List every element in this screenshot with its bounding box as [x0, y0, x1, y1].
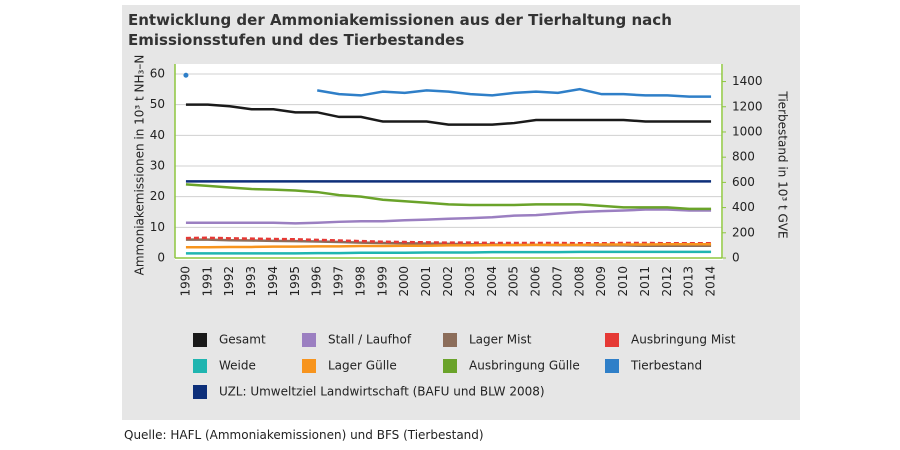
- legend-swatch: [193, 359, 207, 373]
- x-tick-label: 1994: [266, 266, 280, 297]
- series-line: [185, 208, 712, 225]
- x-tick-label: 2006: [529, 266, 543, 297]
- y2-tick-label: 1200: [732, 99, 763, 113]
- legend-swatch: [302, 333, 316, 347]
- series-line: [185, 250, 712, 255]
- x-tick-label: 1999: [375, 266, 389, 297]
- x-tick-label: 2005: [507, 266, 521, 297]
- x-tick-label: 1998: [353, 266, 367, 297]
- x-tick-label: 1996: [310, 266, 324, 297]
- y-tick-label: 50: [150, 97, 165, 111]
- x-tick-label: 2007: [550, 266, 564, 297]
- y-tick-label: 0: [157, 251, 165, 265]
- x-tick-label: 2000: [397, 266, 411, 297]
- series-line: [185, 183, 712, 211]
- legend-label: Lager Gülle: [328, 359, 397, 373]
- series-line: [185, 242, 712, 249]
- x-tick-label: 2001: [419, 266, 433, 297]
- source-note: Quelle: HAFL (Ammoniakemissionen) und BF…: [124, 428, 484, 442]
- x-tick-label: 2008: [572, 266, 586, 297]
- x-tick-label: 2004: [485, 266, 499, 297]
- x-tick-label: 1991: [200, 266, 214, 297]
- x-tick-label: 2014: [704, 266, 718, 297]
- legend-swatch: [605, 359, 619, 373]
- y2-tick-label: 200: [732, 225, 755, 239]
- y-tick-label: 40: [150, 128, 165, 142]
- y2-axis-title: Tierbestand in 10³ t GVE: [776, 90, 790, 238]
- y-tick-label: 30: [150, 159, 165, 173]
- y-axis-title: Ammoniakemissionen in 10³ t NH₃–N: [133, 55, 147, 276]
- legend-label: Stall / Laufhof: [328, 333, 412, 347]
- x-tick-label: 2010: [616, 266, 630, 297]
- legend-swatch: [193, 385, 207, 399]
- legend-label: Lager Mist: [469, 333, 532, 347]
- x-tick-label: 1992: [222, 266, 236, 297]
- y-tick-label: 10: [150, 220, 165, 234]
- legend-swatch: [443, 359, 457, 373]
- x-tick-label: 2011: [638, 266, 652, 297]
- series-line: [185, 103, 712, 126]
- plot-area: [175, 64, 723, 260]
- x-tick-label: 1993: [244, 266, 258, 297]
- legend-label: Gesamt: [219, 333, 266, 347]
- legend-swatch: [605, 333, 619, 347]
- legend-label: Weide: [219, 359, 256, 373]
- legend-label: UZL: Umweltziel Landwirtschaft (BAFU und…: [219, 385, 545, 399]
- y-tick-label: 20: [150, 189, 165, 203]
- legend-label: Ausbringung Mist: [631, 333, 736, 347]
- x-tick-label: 1990: [178, 266, 192, 297]
- legend-label: Tierbestand: [630, 359, 702, 373]
- x-tick-label: 2013: [682, 266, 696, 297]
- legend-swatch: [443, 333, 457, 347]
- x-tick-label: 1995: [288, 266, 302, 297]
- x-tick-label: 2009: [594, 266, 608, 297]
- line-point: [183, 72, 189, 78]
- series-line: [317, 87, 712, 98]
- y2-tick-label: 400: [732, 200, 755, 214]
- x-tick-label: 2002: [441, 266, 455, 297]
- y2-tick-label: 0: [732, 251, 740, 265]
- y2-tick-label: 800: [732, 150, 755, 164]
- y2-tick-label: 1400: [732, 74, 763, 88]
- y2-tick-label: 1000: [732, 124, 763, 138]
- x-tick-label: 2012: [660, 266, 674, 297]
- chart-title: Entwicklung der Ammoniakemissionen aus d…: [128, 11, 672, 49]
- y2-tick-label: 600: [732, 175, 755, 189]
- legend-label: Ausbringung Gülle: [469, 359, 580, 373]
- y-tick-label: 60: [150, 67, 165, 81]
- legend-swatch: [193, 333, 207, 347]
- legend-swatch: [302, 359, 316, 373]
- x-tick-label: 1997: [332, 266, 346, 297]
- x-tick-label: 2003: [463, 266, 477, 297]
